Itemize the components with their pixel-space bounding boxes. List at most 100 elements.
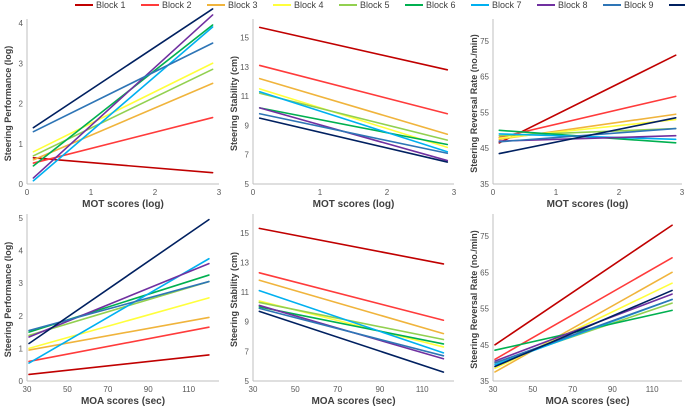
chart-panel-bottom-right: 35 45 55 65 75 30 50 70 90 110 MOA scores (sec) Ste… xyxy=(469,214,682,407)
series-line-block-3 xyxy=(258,77,449,136)
y-tick-label: 45 xyxy=(480,341,489,350)
y-axis-label: Steering Stability (cm) xyxy=(229,252,239,347)
y-tick-label: 75 xyxy=(480,37,489,46)
x-tick-label: 50 xyxy=(63,385,72,394)
y-tick-label: 35 xyxy=(480,377,489,386)
y-axis-label: Steering Stability (cm) xyxy=(229,56,239,151)
series-line-block-10 xyxy=(494,289,673,368)
series-line-block-9 xyxy=(258,112,449,155)
x-tick-label: 0 xyxy=(25,188,30,197)
y-tick-label: 65 xyxy=(480,73,489,82)
series-line-block-9 xyxy=(258,307,445,357)
legend-item: Block 3 xyxy=(207,0,258,10)
series-line-block-1 xyxy=(494,224,673,346)
y-tick-label: 4 xyxy=(19,247,24,256)
x-tick-label: 3 xyxy=(680,188,685,197)
legend: Block 1 Block 2 Block 3 Block 4 Block 5 Block… xyxy=(75,0,685,10)
legend-label: Block 2 xyxy=(162,0,192,10)
series-line-block-8 xyxy=(32,14,214,179)
x-tick-label: 110 xyxy=(182,385,195,394)
y-tick-label: 11 xyxy=(241,288,250,297)
x-axis-label: MOA scores (sec) xyxy=(81,396,165,407)
legend-item: Block 1 xyxy=(75,0,126,10)
x-tick-label: 30 xyxy=(249,385,258,394)
series-line-block-5 xyxy=(32,68,214,157)
y-tick-label: 35 xyxy=(480,180,489,189)
y-tick-label: 5 xyxy=(245,377,250,386)
x-tick-label: 30 xyxy=(489,385,498,394)
x-axis-label: MOT scores (log) xyxy=(82,199,164,210)
x-tick-label: 110 xyxy=(416,385,429,394)
series-line-block-10 xyxy=(28,218,210,345)
x-tick-label: 2 xyxy=(385,188,390,197)
y-tick-label: 2 xyxy=(19,312,24,321)
series-line-block-2 xyxy=(28,326,210,363)
series-line-block-2 xyxy=(32,116,214,164)
y-tick-label: 45 xyxy=(480,144,489,153)
legend-label: Block 5 xyxy=(360,0,390,10)
series-line-block-7 xyxy=(32,26,214,182)
chart-panel-top-center: 5 7 9 11 13 15 0 1 2 3 MOT scores (log) Steering St… xyxy=(229,19,457,210)
legend-item: Block 5 xyxy=(339,0,390,10)
chart-panel-bottom-center: 5 7 9 11 13 15 30 50 70 90 110 MOA scores (sec) Stee… xyxy=(229,214,454,407)
series-line-block-9 xyxy=(494,298,673,364)
y-tick-label: 9 xyxy=(245,318,250,327)
x-axis-label: MOT scores (log) xyxy=(313,199,395,210)
x-tick-label: 2 xyxy=(617,188,622,197)
chart-panel-top-left: 0 1 2 3 4 0 1 2 3 MOT scores (log) Steering Perfor… xyxy=(3,8,222,210)
legend-label: Block 1 xyxy=(96,0,126,10)
legend-label: Block 7 xyxy=(492,0,522,10)
legend-label: Block 6 xyxy=(426,0,456,10)
series-line-block-10 xyxy=(498,117,677,155)
x-tick-label: 90 xyxy=(375,385,384,394)
x-tick-label: 1 xyxy=(89,188,94,197)
legend-label: Block 3 xyxy=(228,0,258,10)
legend-item: Block 10 xyxy=(669,4,685,6)
y-tick-label: 7 xyxy=(245,347,250,356)
x-axis-label: MOA scores (sec) xyxy=(311,396,395,407)
y-axis-label: Steering Performance (log) xyxy=(3,242,13,358)
legend-item: Block 4 xyxy=(273,0,324,10)
y-tick-label: 11 xyxy=(241,92,250,101)
x-tick-label: 1 xyxy=(554,188,559,197)
series-line-block-2 xyxy=(498,95,677,139)
y-tick-label: 1 xyxy=(19,140,24,149)
x-tick-label: 90 xyxy=(608,385,617,394)
y-tick-label: 15 xyxy=(240,34,249,43)
y-axis-label: Steering Performance (log) xyxy=(3,46,13,162)
y-tick-label: 7 xyxy=(245,151,250,160)
x-tick-label: 3 xyxy=(452,188,457,197)
series-line-block-7 xyxy=(498,133,677,141)
series-line-block-1 xyxy=(258,26,449,71)
y-tick-label: 2 xyxy=(19,100,24,109)
chart-panel-top-right: 35 45 55 65 75 0 1 2 3 MOT scores (log) Steering R… xyxy=(469,19,685,210)
y-tick-label: 13 xyxy=(240,258,249,267)
chart-panel-bottom-left: 0 1 2 3 4 5 30 50 70 90 110 MOA scores (sec) Steerin… xyxy=(3,214,219,407)
y-tick-label: 4 xyxy=(19,19,24,28)
x-tick-label: 2 xyxy=(153,188,158,197)
y-tick-label: 1 xyxy=(19,344,24,353)
x-tick-label: 0 xyxy=(491,188,496,197)
series-line-block-3 xyxy=(32,82,214,161)
series-line-block-2 xyxy=(258,64,449,115)
x-axis-label: MOT scores (log) xyxy=(547,199,629,210)
y-tick-label: 3 xyxy=(19,279,24,288)
y-tick-label: 55 xyxy=(480,108,489,117)
series-line-block-1 xyxy=(32,157,214,174)
legend-label: Block 8 xyxy=(558,0,588,10)
series-line-block-8 xyxy=(28,262,210,338)
series-line-block-1 xyxy=(498,54,677,144)
x-tick-label: 0 xyxy=(251,188,256,197)
legend-item: Block 7 xyxy=(471,0,522,10)
legend-label: Block 9 xyxy=(624,0,654,10)
legend-item: Block 9 xyxy=(603,0,654,10)
y-axis-label: Steering Reversal Rate (no./min) xyxy=(469,34,479,173)
y-tick-label: 75 xyxy=(480,232,489,241)
y-tick-label: 5 xyxy=(245,180,250,189)
series-line-block-3 xyxy=(494,271,673,373)
x-tick-label: 70 xyxy=(103,385,112,394)
x-tick-label: 1 xyxy=(318,188,323,197)
y-tick-label: 13 xyxy=(240,63,249,72)
series-line-block-10 xyxy=(32,8,214,129)
